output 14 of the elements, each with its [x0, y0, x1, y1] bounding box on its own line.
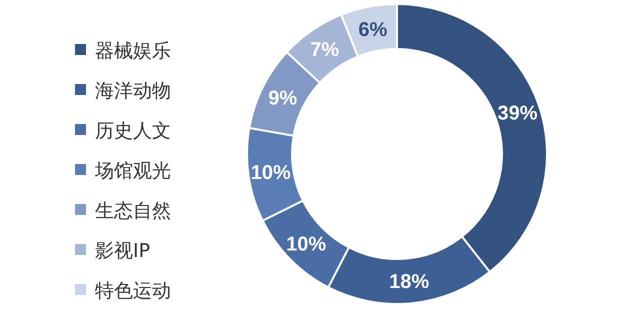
data-label: 10%: [286, 233, 326, 256]
legend-label: 场馆观光: [94, 160, 171, 182]
data-label: 18%: [389, 270, 430, 293]
legend-label: 器械娱乐: [95, 40, 171, 62]
data-label: 39%: [497, 102, 538, 124]
legend-label: 历史人文: [95, 120, 171, 142]
data-label: 6%: [358, 18, 388, 41]
data-label: 7%: [310, 38, 340, 61]
data-label: 9%: [268, 87, 298, 110]
legend-label: 影视IP: [95, 240, 150, 262]
legend-label: 海洋动物: [95, 80, 171, 102]
legend-label: 特色运动: [95, 280, 171, 302]
data-label: 10%: [250, 162, 292, 184]
legend-label: 生态自然: [95, 200, 171, 222]
